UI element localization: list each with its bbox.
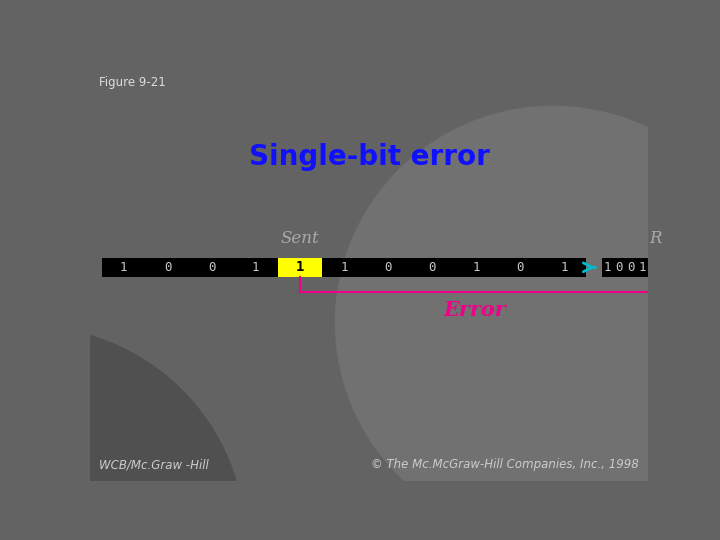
Text: 0: 0 <box>615 261 623 274</box>
Text: Sent: Sent <box>281 230 319 247</box>
Text: 1: 1 <box>603 261 611 274</box>
Text: 0: 0 <box>384 261 392 274</box>
Circle shape <box>0 327 245 540</box>
Text: 0: 0 <box>516 261 523 274</box>
Text: Figure 9-21: Figure 9-21 <box>99 76 166 89</box>
Bar <box>278 258 322 276</box>
Text: R: R <box>649 230 662 247</box>
Text: Single-bit error: Single-bit error <box>248 143 490 171</box>
Bar <box>601 258 648 276</box>
Text: 1: 1 <box>340 261 348 274</box>
Text: 1: 1 <box>120 261 127 274</box>
Text: 0: 0 <box>627 261 634 274</box>
Text: 1: 1 <box>296 260 304 274</box>
Text: 1: 1 <box>560 261 568 274</box>
Text: 1: 1 <box>252 261 259 274</box>
Text: 0: 0 <box>208 261 215 274</box>
Text: 0: 0 <box>164 261 171 274</box>
Text: 1: 1 <box>639 261 646 274</box>
Text: WCB/Mc.Graw -Hill: WCB/Mc.Graw -Hill <box>99 458 209 471</box>
Text: 1: 1 <box>472 261 480 274</box>
Text: Error: Error <box>444 300 506 320</box>
Circle shape <box>336 106 720 539</box>
Text: 0: 0 <box>428 261 436 274</box>
Bar <box>102 258 586 276</box>
Text: © The Mc.McGraw-Hill Companies, Inc., 1998: © The Mc.McGraw-Hill Companies, Inc., 19… <box>371 458 639 471</box>
